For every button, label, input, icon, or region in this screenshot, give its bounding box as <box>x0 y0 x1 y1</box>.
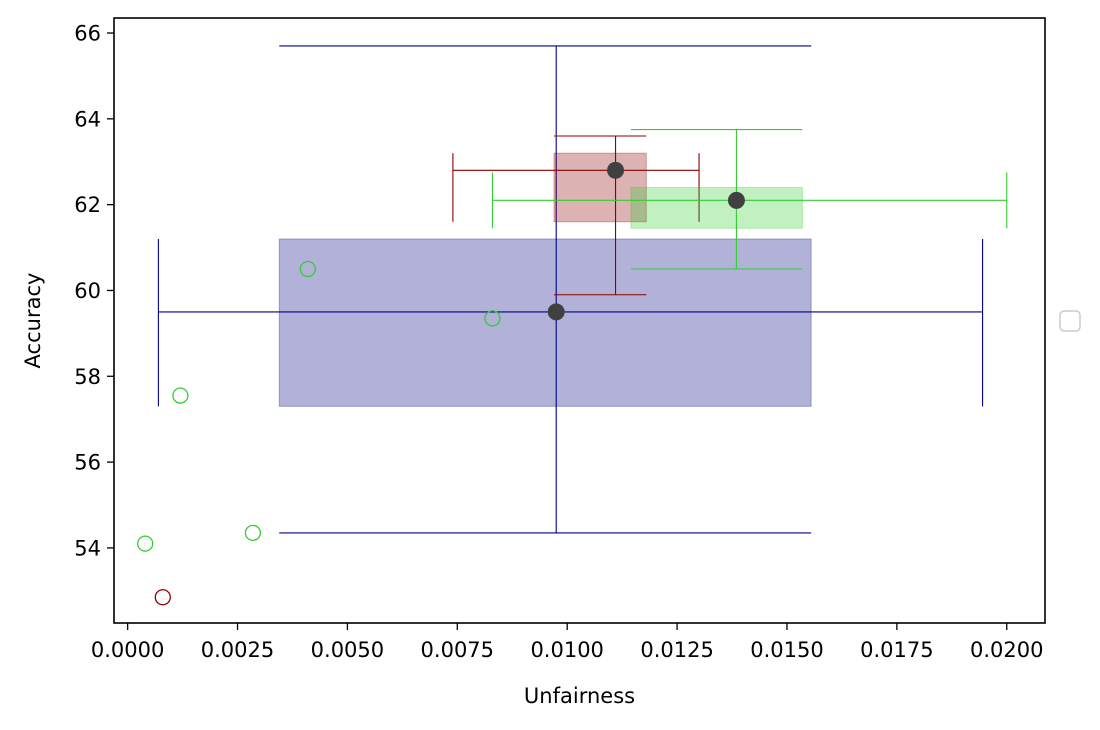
x-tick-label-2: 0.0050 <box>311 638 384 662</box>
x-tick-label-0: 0.0000 <box>91 638 164 662</box>
series-2 <box>491 129 1008 270</box>
series-2-point-4 <box>484 310 501 327</box>
series-1 <box>452 135 700 296</box>
series-2-point-2 <box>244 524 262 542</box>
y-tick-label-4: 62 <box>74 193 101 217</box>
series-1-point-0 <box>154 589 171 606</box>
series-1-mean-point <box>607 161 625 179</box>
y-tick-label-3: 60 <box>74 279 101 303</box>
x-tick-label-3: 0.0075 <box>421 638 494 662</box>
legend[interactable] <box>1059 310 1081 332</box>
y-tick-label-0: 54 <box>74 536 101 560</box>
plot-frame <box>113 17 1046 624</box>
y-tick-label-1: 56 <box>74 451 101 475</box>
x-tick-label-5: 0.0125 <box>640 638 713 662</box>
x-axis: 0.0000 0.0025 0.0050 0.0075 0.0100 0.0125 0.01… <box>91 623 1044 662</box>
x-axis-label: Unfairness <box>524 684 635 708</box>
y-axis-label: Accuracy <box>21 273 45 369</box>
series-2-mean-point <box>727 191 745 209</box>
x-tick-label-8: 0.0200 <box>970 638 1043 662</box>
x-tick-label-7: 0.0175 <box>860 638 933 662</box>
series-0-box <box>278 238 812 407</box>
series-2-box <box>630 186 803 229</box>
y-tick-label-2: 58 <box>74 365 101 389</box>
plot-area <box>137 45 1008 606</box>
series-0-mean-point <box>547 303 565 321</box>
y-tick-label-5: 64 <box>74 107 101 131</box>
x-tick-label-1: 0.0025 <box>201 638 274 662</box>
y-tick-label-6: 66 <box>74 22 101 46</box>
x-tick-label-4: 0.0100 <box>530 638 603 662</box>
series-1-box <box>553 152 647 223</box>
series-0 <box>157 45 984 534</box>
series-2-point-3 <box>299 260 316 278</box>
series-2-point-1 <box>172 387 189 404</box>
x-tick-label-6: 0.0150 <box>750 638 823 662</box>
y-axis: 54 56 58 60 62 64 66 <box>74 22 114 560</box>
series-2-point-0 <box>137 535 154 552</box>
